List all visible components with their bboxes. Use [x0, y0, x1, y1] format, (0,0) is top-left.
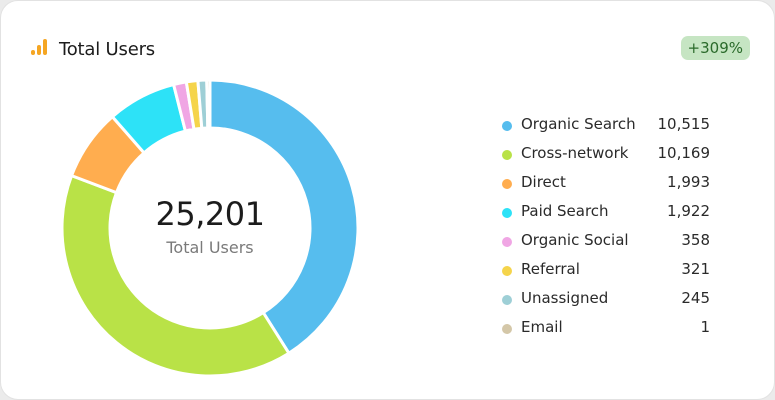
- card-title: Total Users: [59, 38, 155, 60]
- legend-item-direct[interactable]: Direct 1,993: [502, 173, 712, 202]
- legend-dot-icon: [502, 179, 512, 189]
- donut-slice-email[interactable]: [205, 80, 212, 130]
- legend-dot-icon: [502, 208, 512, 218]
- legend-label: Organic Search: [521, 115, 636, 133]
- legend-value: 10,515: [657, 115, 711, 133]
- bar-chart-icon: [29, 37, 49, 61]
- donut-center-value: 25,201: [155, 195, 265, 233]
- legend-value: 321: [681, 260, 710, 278]
- legend-dot-icon: [502, 266, 512, 276]
- donut-svg: [62, 80, 358, 376]
- legend-value: 1: [700, 318, 710, 336]
- legend-label: Email: [521, 318, 563, 336]
- donut-center-label: Total Users: [166, 238, 254, 257]
- donut-chart: 25,201 Total Users: [62, 80, 358, 376]
- legend-item-organic-social[interactable]: Organic Social 358: [502, 231, 712, 260]
- legend-label: Unassigned: [521, 289, 609, 307]
- card-header: Total Users: [29, 37, 155, 61]
- legend-item-unassigned[interactable]: Unassigned 245: [502, 289, 712, 318]
- legend-value: 1,922: [667, 202, 710, 220]
- legend-dot-icon: [502, 150, 512, 160]
- legend-label: Paid Search: [521, 202, 609, 220]
- chart-legend: Organic Search 10,515 Cross-network 10,169 D…: [502, 115, 712, 347]
- donut-slice-cross-network[interactable]: [62, 174, 291, 376]
- legend-item-referral[interactable]: Referral 321: [502, 260, 712, 289]
- legend-dot-icon: [502, 237, 512, 247]
- legend-dot-icon: [502, 295, 512, 305]
- change-badge: +309%: [680, 36, 750, 60]
- legend-item-paid-search[interactable]: Paid Search 1,922: [502, 202, 712, 231]
- legend-label: Referral: [521, 260, 580, 278]
- legend-label: Cross-network: [521, 144, 629, 162]
- legend-item-organic-search[interactable]: Organic Search 10,515: [502, 115, 712, 144]
- legend-dot-icon: [502, 324, 512, 334]
- donut-slice-organic-search[interactable]: [208, 80, 358, 355]
- legend-label: Organic Social: [521, 231, 629, 249]
- legend-dot-icon: [502, 121, 512, 131]
- legend-label: Direct: [521, 173, 566, 191]
- legend-value: 10,169: [657, 144, 711, 162]
- legend-item-email[interactable]: Email 1: [502, 318, 712, 347]
- legend-item-cross-network[interactable]: Cross-network 10,169: [502, 144, 712, 173]
- legend-value: 1,993: [667, 173, 710, 191]
- legend-value: 358: [681, 231, 710, 249]
- legend-value: 245: [681, 289, 710, 307]
